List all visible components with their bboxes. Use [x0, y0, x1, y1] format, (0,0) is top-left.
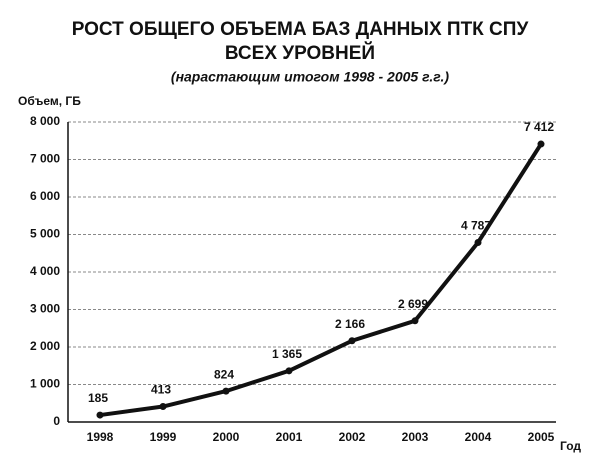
x-tick-label: 2004	[465, 430, 492, 444]
y-tick-label: 0	[53, 414, 60, 428]
y-tick-label: 6 000	[30, 189, 60, 203]
data-point	[159, 403, 167, 411]
data-point	[222, 387, 230, 395]
x-tick-label: 2002	[339, 430, 366, 444]
x-tick-label: 2003	[402, 430, 429, 444]
data-label: 2 699	[398, 297, 428, 311]
chart-subtitle: (нарастающим итогом 1998 - 2005 г.г.)	[171, 69, 450, 85]
data-point	[348, 337, 356, 345]
data-point	[411, 317, 419, 325]
y-tick-label: 7 000	[30, 152, 60, 166]
y-tick-label: 3 000	[30, 302, 60, 316]
data-label: 413	[151, 383, 171, 397]
x-tick-label: 2000	[213, 430, 240, 444]
x-tick-label: 1999	[150, 430, 177, 444]
y-axis-label: Объем, ГБ	[18, 94, 81, 108]
y-tick-label: 5 000	[30, 227, 60, 241]
data-label: 4 787	[461, 219, 491, 233]
data-point	[285, 367, 293, 375]
data-label: 2 166	[335, 317, 365, 331]
y-tick-label: 2 000	[30, 339, 60, 353]
x-tick-label: 1998	[87, 430, 114, 444]
data-label: 1 365	[272, 347, 302, 361]
data-label: 824	[214, 367, 234, 381]
chart-title: РОСТ ОБЩЕГО ОБЪЕМА БАЗ ДАННЫХ ПТК СПУ	[72, 19, 529, 40]
y-tick-label: 8 000	[30, 114, 60, 128]
data-label: 7 412	[524, 120, 554, 134]
x-tick-label: 2005	[528, 430, 555, 444]
data-line	[99, 142, 543, 418]
x-axis-label: Год	[560, 439, 581, 453]
chart-title: ВСЕХ УРОВНЕЙ	[225, 42, 375, 64]
data-point	[537, 140, 545, 148]
x-tick-label: 2001	[276, 430, 303, 444]
data-point	[96, 411, 104, 419]
data-point	[474, 238, 482, 246]
data-label: 185	[88, 391, 108, 405]
y-tick-label: 1 000	[30, 377, 60, 391]
y-tick-label: 4 000	[30, 264, 60, 278]
